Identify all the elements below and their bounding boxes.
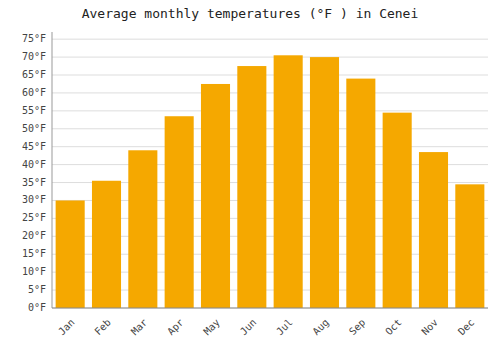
- y-tick-label: 70°F: [22, 51, 46, 62]
- bar: [201, 84, 230, 308]
- grid-line: [52, 39, 488, 40]
- y-tick-label: 30°F: [22, 194, 46, 205]
- grid-line: [52, 92, 488, 93]
- x-tick-label: Sep: [347, 317, 368, 338]
- x-tick-label: Jan: [56, 317, 77, 338]
- x-tick-label: Dec: [456, 317, 477, 338]
- y-tick-label: 20°F: [22, 230, 46, 241]
- y-tick-label: 45°F: [22, 141, 46, 152]
- bars: [56, 55, 485, 308]
- grid-line: [52, 57, 488, 58]
- y-tick-label: 75°F: [22, 33, 46, 44]
- x-tick-label: Jul: [274, 317, 295, 338]
- title: Average monthly temperatures (°F ) in Ce…: [82, 6, 419, 21]
- grid-line: [52, 75, 488, 76]
- grid-line: [52, 146, 488, 147]
- y-tick-label: 65°F: [22, 69, 46, 80]
- x-tick-label: Feb: [92, 317, 113, 338]
- x-tick-label: Mar: [129, 317, 150, 338]
- grid: [52, 39, 488, 308]
- bar: [92, 181, 121, 308]
- x-tick-label: Apr: [165, 317, 186, 338]
- y-tick-label: 15°F: [22, 248, 46, 259]
- y-tick-label: 55°F: [22, 105, 46, 116]
- grid-line: [52, 308, 488, 309]
- bar: [274, 55, 303, 308]
- x-tick-label: Nov: [419, 317, 440, 338]
- y-tick-label: 60°F: [22, 87, 46, 98]
- x-axis-line: [52, 308, 488, 309]
- y-tick-label: 10°F: [22, 266, 46, 277]
- x-axis: Jan Feb Mar Apr May Jun Jul Aug Sep Oct Nov Dec: [52, 308, 488, 337]
- grid-line: [52, 110, 488, 111]
- y-tick-label: 40°F: [22, 159, 46, 170]
- y-axis: 0°F 5°F 10°F 15°F 20°F 25°F 30°F 35°F 40°F 45°F 50…: [22, 32, 52, 313]
- bar: [383, 113, 412, 308]
- bar: [346, 79, 375, 308]
- bar: [56, 200, 85, 308]
- y-tick-label: 25°F: [22, 212, 46, 223]
- bar: [237, 66, 266, 308]
- bar: [128, 150, 157, 308]
- y-tick-label: 35°F: [22, 177, 46, 188]
- y-tick-label: 0°F: [28, 302, 46, 313]
- grid-line: [52, 128, 488, 129]
- bar: [165, 116, 194, 308]
- x-tick-label: May: [201, 317, 222, 338]
- bar: [419, 152, 448, 308]
- y-tick-label: 50°F: [22, 123, 46, 134]
- y-axis-line: [52, 32, 53, 308]
- bar: [310, 57, 339, 308]
- bar: [455, 184, 484, 308]
- x-tick-label: Jun: [238, 317, 259, 338]
- chart: 0°F 5°F 10°F 15°F 20°F 25°F 30°F 35°F 40°F 45°F 50…: [0, 0, 500, 350]
- x-tick-label: Aug: [310, 317, 331, 338]
- y-tick-label: 5°F: [28, 284, 46, 295]
- x-tick-label: Oct: [383, 317, 404, 338]
